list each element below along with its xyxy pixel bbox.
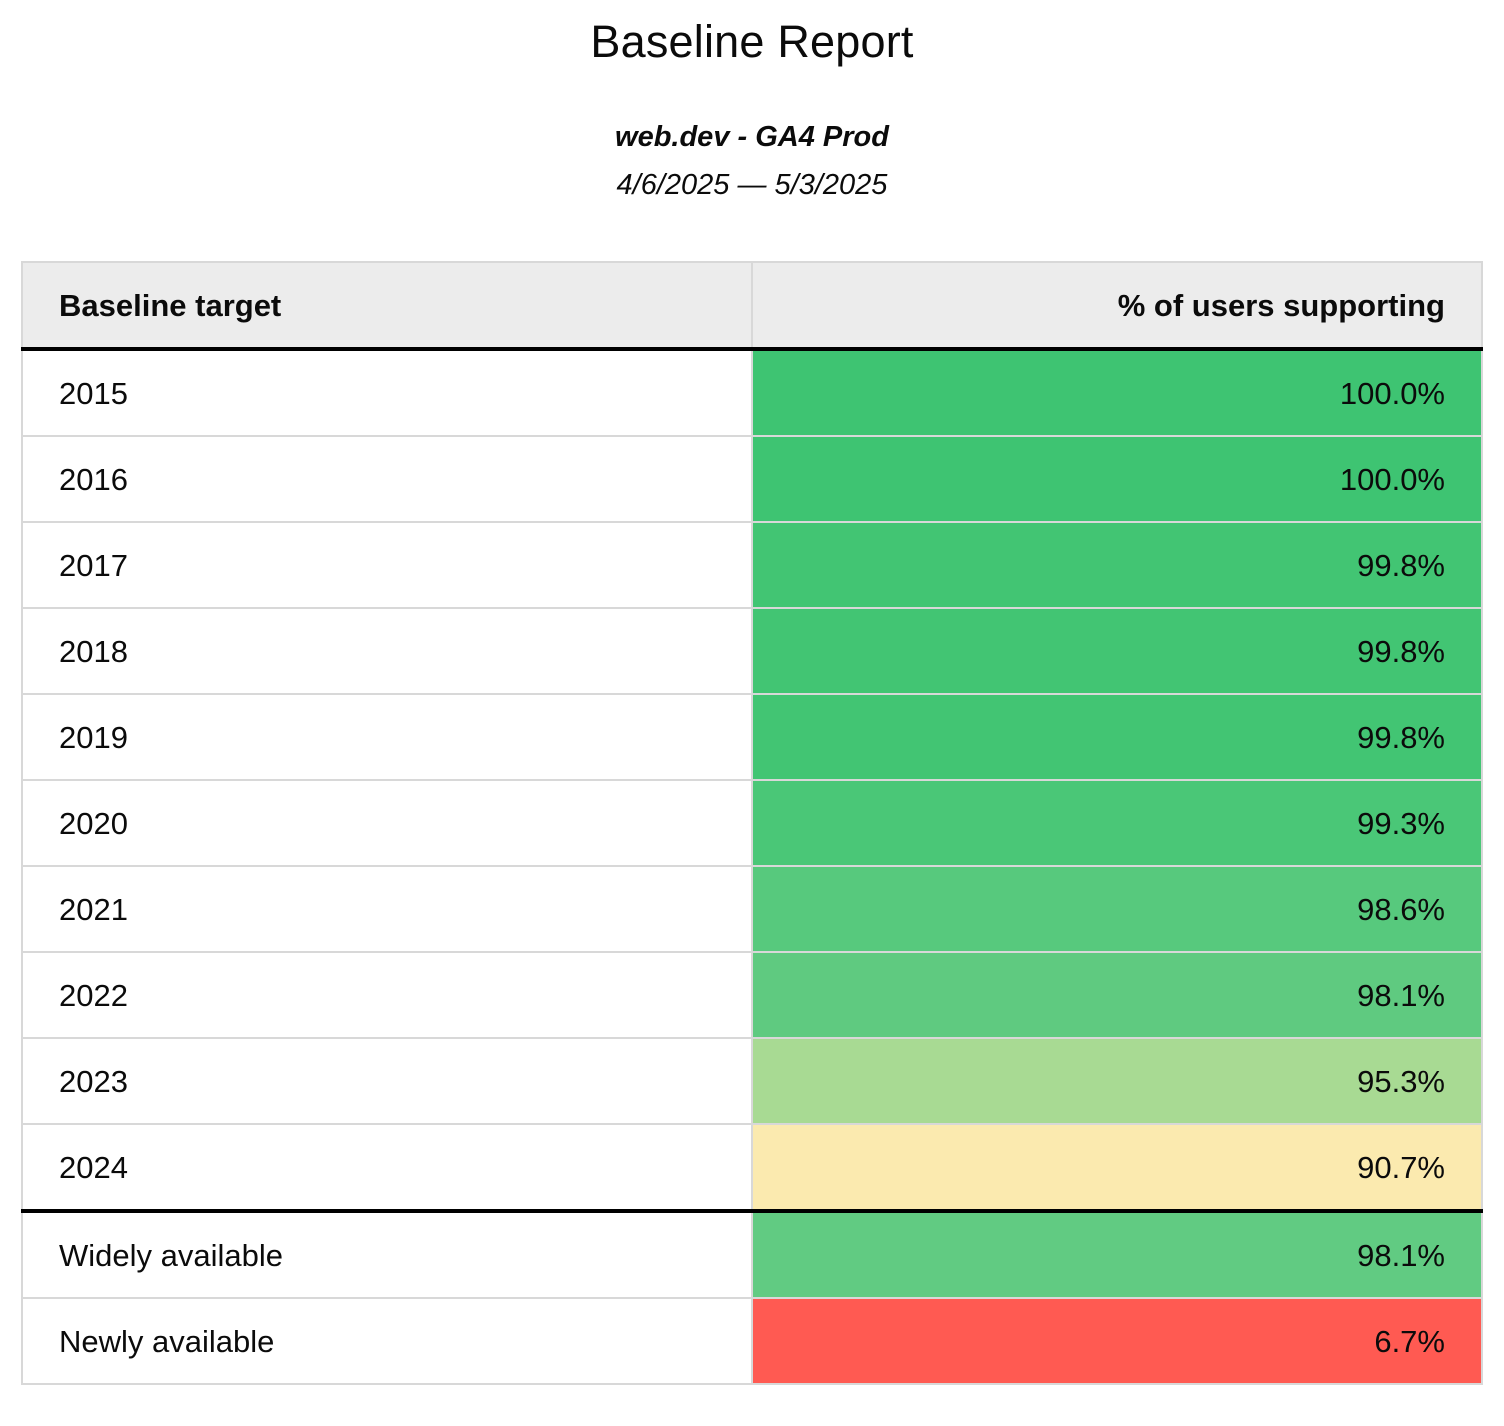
table-row: 2020 99.3% <box>21 779 1483 867</box>
report-header: Baseline Report web.dev - GA4 Prod 4/6/2… <box>0 16 1504 202</box>
percent-users-supporting-cell: 95.3% <box>751 1037 1483 1125</box>
baseline-target-cell: 2015 <box>21 348 753 437</box>
baseline-report-table: Baseline target % of users supporting 20… <box>21 261 1483 1385</box>
table-row: 2022 98.1% <box>21 951 1483 1039</box>
percent-users-supporting-cell: 99.8% <box>751 521 1483 609</box>
report-date-range: 4/6/2025 — 5/3/2025 <box>616 169 888 201</box>
column-header-baseline-target: Baseline target <box>21 261 753 351</box>
baseline-target-cell: 2022 <box>21 951 753 1039</box>
baseline-target-cell: 2023 <box>21 1037 753 1125</box>
percent-users-supporting-cell: 6.7% <box>751 1297 1483 1385</box>
table-header: Baseline target % of users supporting <box>21 261 1483 351</box>
baseline-target-cell: 2018 <box>21 607 753 695</box>
table-header-row: Baseline target % of users supporting <box>21 261 1483 351</box>
baseline-target-cell: Widely available <box>21 1209 753 1299</box>
table-row: Newly available 6.7% <box>21 1297 1483 1385</box>
baseline-target-cell: 2021 <box>21 865 753 953</box>
page-title: Baseline Report <box>590 16 914 67</box>
column-header-percent-users-supporting: % of users supporting <box>751 261 1483 351</box>
table-row: 2017 99.8% <box>21 521 1483 609</box>
percent-users-supporting-cell: 99.8% <box>751 607 1483 695</box>
table-row: 2019 99.8% <box>21 693 1483 781</box>
baseline-target-cell: 2020 <box>21 779 753 867</box>
table-row: 2021 98.6% <box>21 865 1483 953</box>
baseline-target-cell: Newly available <box>21 1297 753 1385</box>
percent-users-supporting-cell: 100.0% <box>751 435 1483 523</box>
table-row: 2024 90.7% <box>21 1123 1483 1212</box>
year-rows-group: 2015 100.0% 2016 100.0% 2017 99.8% 2018 99.8% 20… <box>21 348 1483 1212</box>
percent-users-supporting-cell: 98.1% <box>751 951 1483 1039</box>
availability-rows-group: Widely available 98.1% Newly available 6.7% <box>21 1209 1483 1385</box>
percent-users-supporting-cell: 99.3% <box>751 779 1483 867</box>
baseline-target-cell: 2017 <box>21 521 753 609</box>
percent-users-supporting-cell: 99.8% <box>751 693 1483 781</box>
table-row: 2016 100.0% <box>21 435 1483 523</box>
baseline-target-cell: 2024 <box>21 1123 753 1212</box>
table-row: Widely available 98.1% <box>21 1209 1483 1299</box>
percent-users-supporting-cell: 98.6% <box>751 865 1483 953</box>
baseline-target-cell: 2016 <box>21 435 753 523</box>
percent-users-supporting-cell: 100.0% <box>751 348 1483 437</box>
percent-users-supporting-cell: 98.1% <box>751 1209 1483 1299</box>
baseline-target-cell: 2019 <box>21 693 753 781</box>
table-row: 2015 100.0% <box>21 348 1483 437</box>
percent-users-supporting-cell: 90.7% <box>751 1123 1483 1212</box>
table-row: 2018 99.8% <box>21 607 1483 695</box>
report-source-subtitle: web.dev - GA4 Prod <box>615 121 889 153</box>
table-row: 2023 95.3% <box>21 1037 1483 1125</box>
